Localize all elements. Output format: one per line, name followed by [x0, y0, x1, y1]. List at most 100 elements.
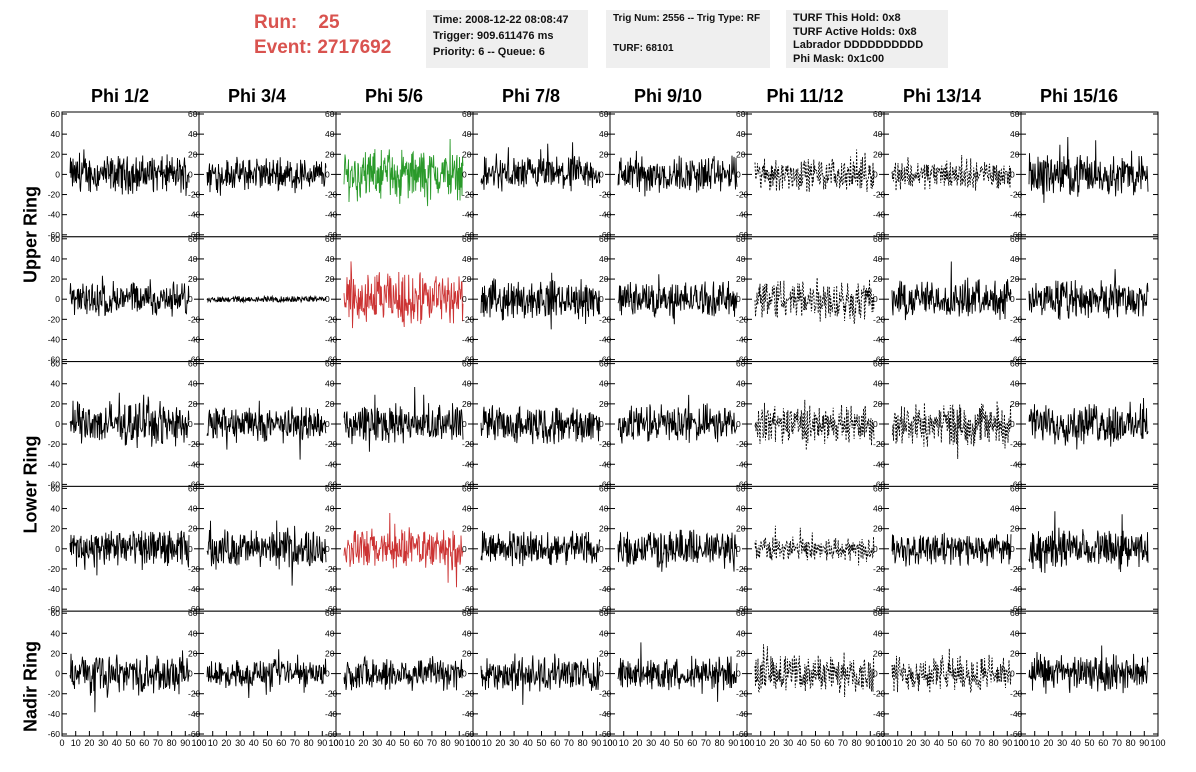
ytick-label: -60 — [736, 604, 749, 614]
ytick-label: -20 — [188, 190, 201, 200]
ytick-label: 60 — [188, 359, 198, 369]
ytick-label: 0 — [873, 544, 878, 554]
xtick-label: 70 — [290, 738, 300, 748]
ytick-label: -60 — [48, 230, 61, 240]
ytick-label: -40 — [48, 459, 61, 469]
waveform-trace — [69, 275, 190, 317]
waveform-trace — [206, 649, 327, 699]
waveform-trace — [891, 532, 1012, 567]
ytick-label: 40 — [51, 504, 61, 514]
ytick-label: 60 — [462, 483, 472, 493]
ytick-label: -20 — [48, 314, 61, 324]
ytick-label: 0 — [599, 544, 604, 554]
ytick-label: 0 — [325, 669, 330, 679]
ytick-label: 40 — [462, 254, 472, 264]
ytick-label: -20 — [873, 190, 886, 200]
waveform-trace — [1028, 136, 1149, 203]
ytick-label: -60 — [48, 355, 61, 365]
ytick-label: 40 — [599, 504, 609, 514]
ytick-label: 0 — [325, 294, 330, 304]
xtick-label: 50 — [536, 738, 546, 748]
ytick-label: -20 — [48, 689, 61, 699]
ytick-label: 20 — [599, 648, 609, 658]
waveform-trace — [69, 149, 190, 196]
ytick-label: 20 — [51, 648, 61, 658]
ytick-label: 60 — [599, 359, 609, 369]
waveform-trace — [206, 520, 327, 586]
ytick-label: 0 — [873, 294, 878, 304]
ytick-label: 40 — [462, 129, 472, 139]
ytick-label: -20 — [736, 190, 749, 200]
xtick-label: 10 — [482, 738, 492, 748]
panel-r1-c0: -60 -40 -20 0 20 40 60 — [48, 234, 200, 365]
xtick-label: 50 — [399, 738, 409, 748]
ytick-label: -60 — [462, 729, 475, 739]
ytick-label: -20 — [325, 439, 338, 449]
ytick-label: 0 — [599, 669, 604, 679]
waveform-trace — [891, 261, 1012, 321]
ytick-label: 40 — [51, 379, 61, 389]
ytick-label: -40 — [188, 459, 201, 469]
ytick-label: 40 — [736, 628, 746, 638]
ytick-label: 20 — [736, 524, 746, 534]
waveform-trace — [891, 648, 1012, 693]
ytick-label: -40 — [1010, 334, 1023, 344]
time-text: Time: 2008-12-22 08:08:47 — [433, 14, 569, 26]
xtick-label: 90 — [317, 738, 327, 748]
ytick-label: -40 — [188, 334, 201, 344]
ytick-label: 20 — [325, 149, 335, 159]
panel-r1-c1: -60 -40 -20 0 20 40 60 — [188, 234, 337, 365]
ytick-label: -40 — [873, 459, 886, 469]
ytick-label: -60 — [736, 355, 749, 365]
panel-r3-c5: -60 -40 -20 0 20 40 60 — [736, 483, 885, 614]
ytick-label: -60 — [462, 230, 475, 240]
ytick-label: 40 — [736, 254, 746, 264]
ytick-label: -40 — [1010, 210, 1023, 220]
waveform-trace — [206, 156, 327, 196]
ytick-label: 40 — [51, 628, 61, 638]
ytick-label: 20 — [599, 399, 609, 409]
ytick-label: 60 — [1010, 109, 1020, 119]
ytick-label: 20 — [462, 149, 472, 159]
xtick-label: 50 — [262, 738, 272, 748]
ytick-label: 20 — [736, 274, 746, 284]
xtick-label: 90 — [865, 738, 875, 748]
xtick-label: 10 — [893, 738, 903, 748]
ytick-label: -20 — [873, 439, 886, 449]
ytick-label: 60 — [736, 359, 746, 369]
ytick-label: -20 — [462, 439, 475, 449]
ytick-label: -60 — [188, 479, 201, 489]
column-header-phi-1-2: Phi 1/2 — [90, 86, 150, 106]
ytick-label: -40 — [599, 459, 612, 469]
ytick-label: 20 — [188, 274, 198, 284]
xtick-label: 80 — [852, 738, 862, 748]
ytick-label: 60 — [599, 109, 609, 119]
xtick-label: 10 — [345, 738, 355, 748]
xtick-label: 100 — [191, 738, 206, 748]
ytick-label: 0 — [1010, 294, 1015, 304]
ytick-label: -20 — [325, 689, 338, 699]
ytick-label: -40 — [599, 709, 612, 719]
xtick-label: 0 — [470, 738, 475, 748]
ytick-label: 40 — [51, 254, 61, 264]
xtick-label: 60 — [1098, 738, 1108, 748]
ytick-label: 0 — [1010, 544, 1015, 554]
ytick-label: -40 — [462, 709, 475, 719]
ytick-label: 20 — [736, 399, 746, 409]
ytick-label: -60 — [599, 729, 612, 739]
ytick-label: 40 — [1010, 254, 1020, 264]
ytick-label: -20 — [462, 689, 475, 699]
xtick-label: 30 — [235, 738, 245, 748]
ytick-label: 20 — [873, 149, 883, 159]
xtick-label: 80 — [1126, 738, 1136, 748]
waveform-trace — [1028, 645, 1149, 694]
xtick-label: 0 — [59, 738, 64, 748]
ytick-label: 20 — [873, 524, 883, 534]
ytick-label: 20 — [462, 524, 472, 534]
run-label: Run: 25 — [254, 12, 340, 33]
xtick-label: 40 — [112, 738, 122, 748]
xtick-label: 10 — [71, 738, 81, 748]
ytick-label: -60 — [873, 355, 886, 365]
ytick-label: -20 — [599, 314, 612, 324]
ytick-label: 60 — [325, 483, 335, 493]
